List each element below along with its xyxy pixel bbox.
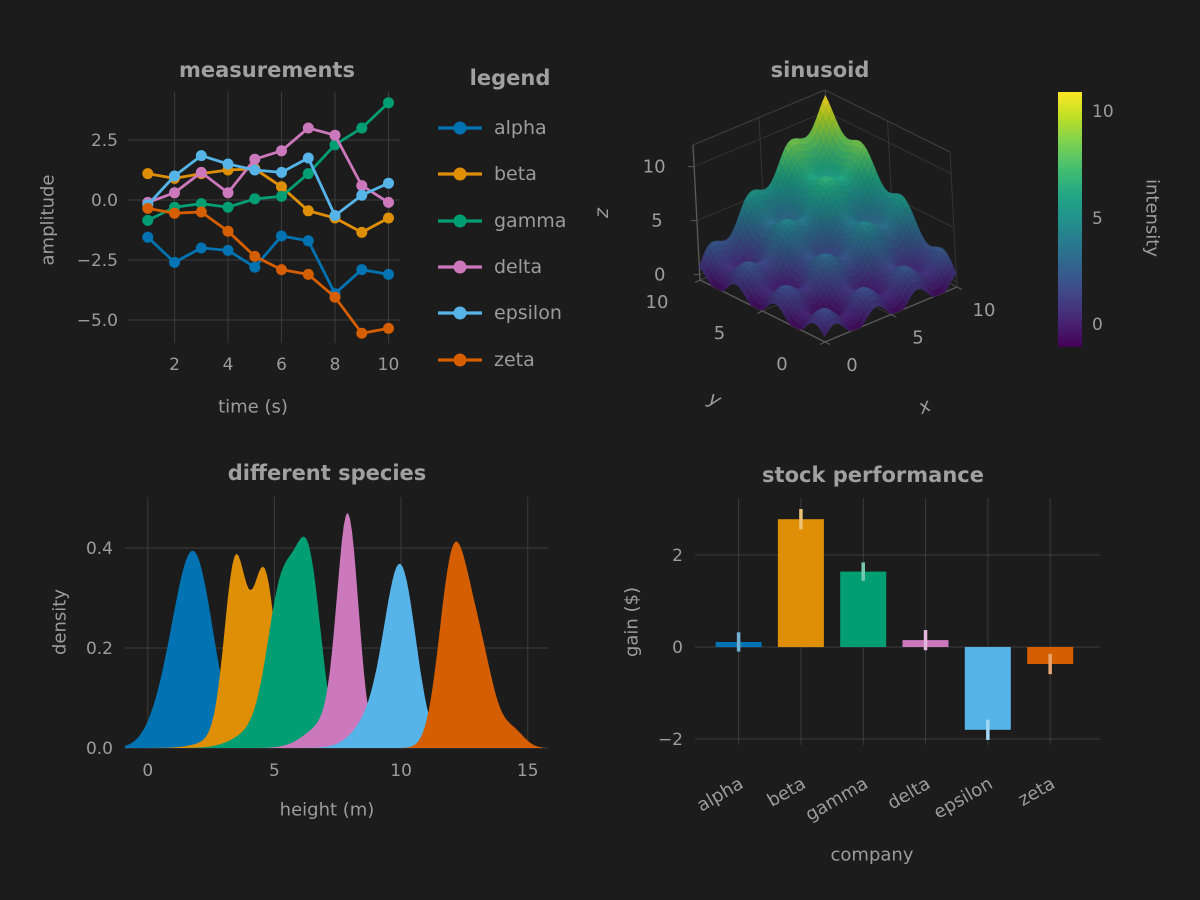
svg-text:y: y xyxy=(704,387,725,412)
svg-text:0.0: 0.0 xyxy=(86,739,113,759)
legend-item-gamma: gamma xyxy=(436,198,566,244)
svg-text:15: 15 xyxy=(517,761,539,781)
legend-line-dot-icon xyxy=(438,306,482,320)
chart-title-measurements: measurements xyxy=(179,58,355,82)
chart-title-sinusoid: sinusoid xyxy=(770,58,870,82)
legend-item-epsilon: epsilon xyxy=(436,290,566,336)
svg-text:10: 10 xyxy=(378,355,400,375)
svg-text:x: x xyxy=(914,394,934,419)
svg-text:0: 0 xyxy=(776,354,787,375)
colorbar-tick-label: 5 xyxy=(1092,208,1103,229)
legend-line-dot-icon xyxy=(438,167,482,181)
svg-text:0: 0 xyxy=(142,761,153,781)
svg-text:beta: beta xyxy=(764,773,810,811)
chart-title-species: different species xyxy=(227,461,427,485)
svg-text:delta: delta xyxy=(884,773,934,814)
legend-item-label: zeta xyxy=(494,348,535,371)
legend-item-beta: beta xyxy=(436,151,566,197)
legend-title: legend xyxy=(469,66,551,90)
legend-item-label: delta xyxy=(494,256,543,279)
svg-text:10: 10 xyxy=(643,157,666,178)
svg-text:epsilon: epsilon xyxy=(930,773,996,823)
svg-text:0.2: 0.2 xyxy=(86,639,113,659)
svg-text:4: 4 xyxy=(223,355,234,375)
svg-text:2: 2 xyxy=(672,546,683,566)
colorbar xyxy=(1058,92,1082,347)
svg-text:0.0: 0.0 xyxy=(91,191,118,211)
x-axis-label-company: company xyxy=(830,844,914,866)
surface-chart-sinusoid: 0 5 10 0 5 10 0 5 10 x y z xyxy=(591,89,996,419)
legend-item-alpha: alpha xyxy=(436,105,566,151)
line-chart-measurements: 2 4 6 8 10 2.5 0.0 −2.5 −5.0 xyxy=(77,92,400,375)
svg-text:gamma: gamma xyxy=(802,773,872,825)
svg-text:5: 5 xyxy=(912,328,923,349)
x-axis-label-time: time (s) xyxy=(218,396,288,418)
svg-text:0: 0 xyxy=(654,265,665,286)
density-chart-species: 0 5 10 15 0.0 0.2 0.4 xyxy=(86,497,548,781)
svg-text:0.4: 0.4 xyxy=(86,539,113,559)
svg-text:2.5: 2.5 xyxy=(91,131,118,151)
x-axis-label-height: height (m) xyxy=(279,799,375,821)
svg-text:10: 10 xyxy=(973,300,996,321)
colorbar-tick-label: 10 xyxy=(1092,102,1114,123)
svg-text:5: 5 xyxy=(714,323,725,344)
svg-text:5: 5 xyxy=(651,211,662,232)
svg-text:5: 5 xyxy=(269,761,280,781)
legend-item-delta: delta xyxy=(436,244,566,290)
svg-text:−5.0: −5.0 xyxy=(77,311,118,331)
legend-item-label: alpha xyxy=(494,117,547,140)
legend-item-label: beta xyxy=(494,163,537,186)
svg-text:−2.5: −2.5 xyxy=(77,251,118,271)
svg-text:zeta: zeta xyxy=(1015,773,1059,810)
colorbar-label-intensity: intensity xyxy=(1141,178,1163,258)
svg-text:2: 2 xyxy=(169,355,180,375)
legend-line-dot-icon xyxy=(438,260,482,274)
svg-text:6: 6 xyxy=(276,355,287,375)
legend-line-dot-icon xyxy=(438,121,482,135)
chart-title-stocks: stock performance xyxy=(762,463,984,487)
svg-text:8: 8 xyxy=(330,355,341,375)
svg-text:10: 10 xyxy=(646,292,669,313)
legend-item-label: epsilon xyxy=(494,302,562,325)
legend-item-zeta: zeta xyxy=(436,336,566,382)
svg-text:alpha: alpha xyxy=(693,773,747,816)
svg-text:z: z xyxy=(591,207,613,219)
svg-text:0: 0 xyxy=(846,355,857,376)
svg-text:−2: −2 xyxy=(658,730,683,750)
legend: alpha beta gamma delta epsilon zeta xyxy=(436,105,566,383)
svg-text:10: 10 xyxy=(390,761,412,781)
legend-line-dot-icon xyxy=(438,214,482,228)
svg-text:0: 0 xyxy=(672,638,683,658)
colorbar-tick-label: 0 xyxy=(1092,314,1103,335)
legend-line-dot-icon xyxy=(438,353,482,367)
legend-item-label: gamma xyxy=(494,209,567,232)
